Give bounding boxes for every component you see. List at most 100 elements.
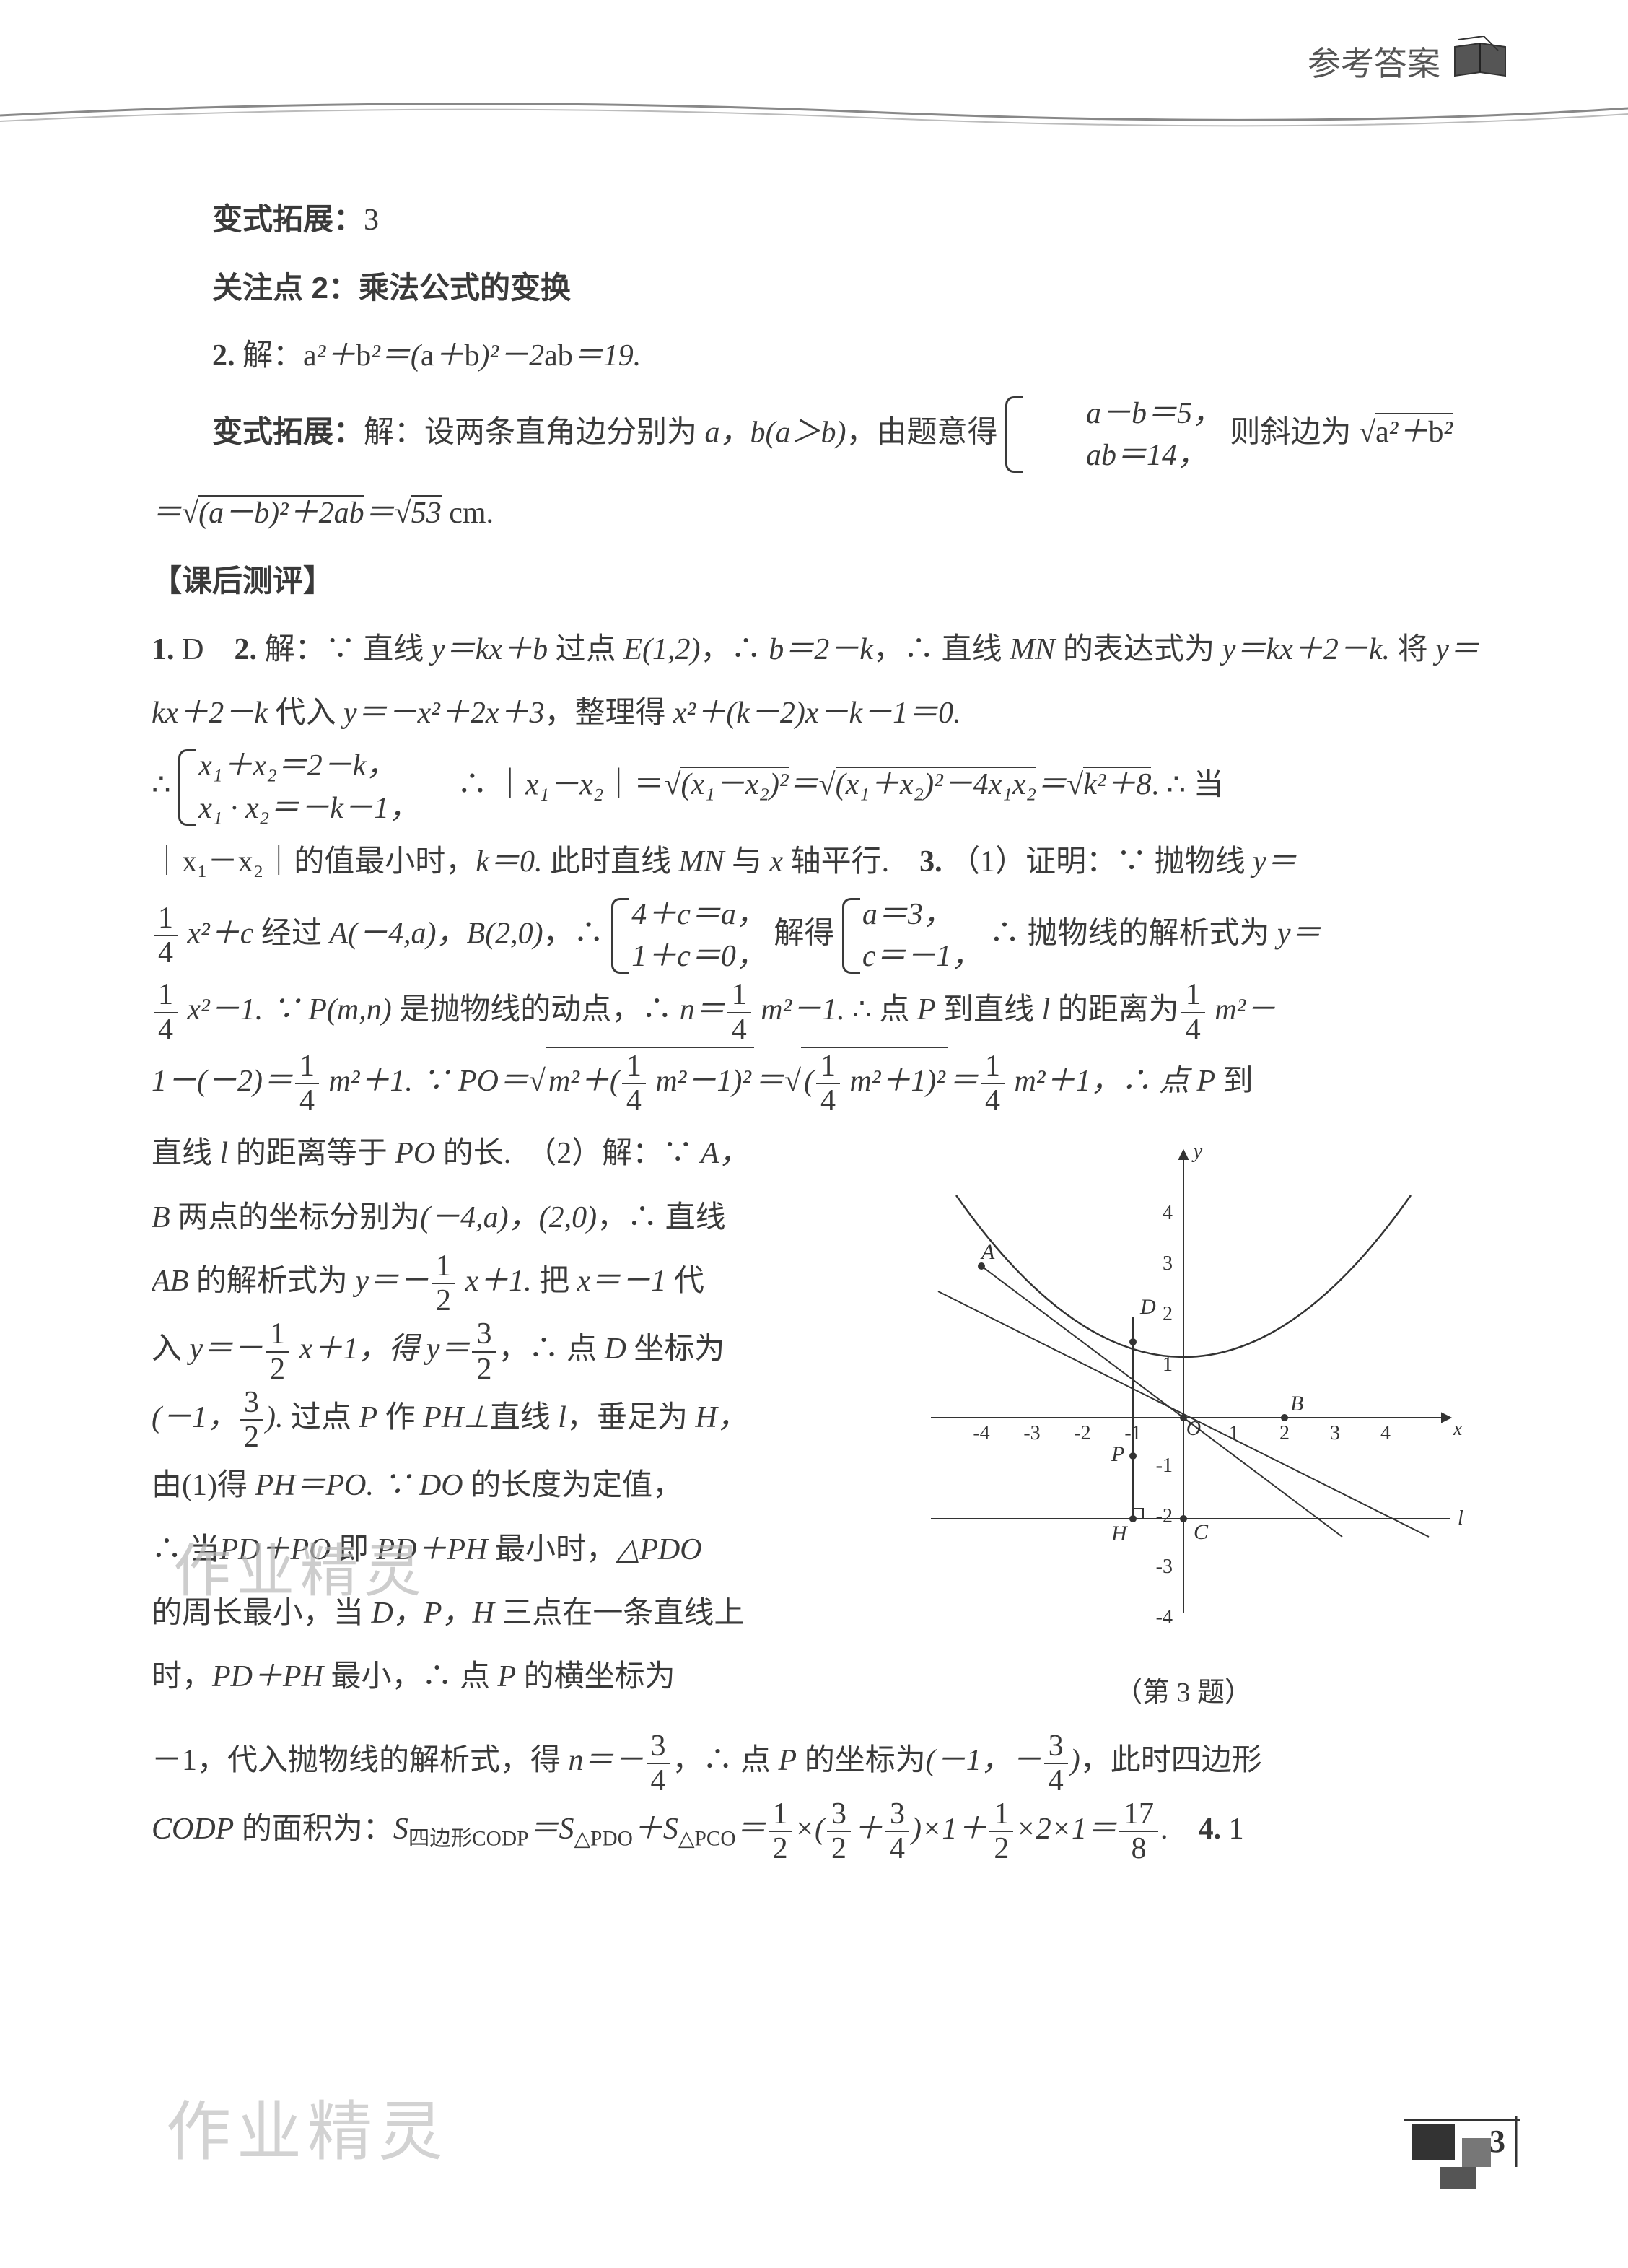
m: x²－1. ∵ (180, 993, 308, 1026)
m: S (393, 1813, 408, 1846)
label-variant2: 变式拓展： (212, 414, 364, 448)
val-3: 3 (364, 204, 379, 237)
m: P (779, 1744, 797, 1777)
t: ，∴ 点 (498, 1333, 604, 1366)
m: x＋1. (458, 1265, 532, 1298)
r1: x₁＋x₂＝2－k， (198, 745, 419, 788)
page-header: 参考答案 (1308, 36, 1513, 87)
m: x²＋(k－2)x－k－1＝0. (673, 697, 961, 730)
m: PO＝ (458, 1065, 529, 1098)
m: y＝－x²＋2x＋3 (343, 697, 545, 730)
t: ，∴ 点 (673, 1744, 779, 1777)
frac-178: 178 (1119, 1797, 1158, 1865)
sqrt-expr: √a²＋b² (1359, 413, 1453, 449)
t: 则斜边为 (1230, 416, 1352, 449)
frac-32: 32 (827, 1797, 851, 1865)
svg-text:-3: -3 (1156, 1556, 1173, 1578)
system-4: a＝3， c＝－1， (842, 894, 982, 979)
m: k＝0. (476, 845, 542, 878)
t: 解：∵ 直线 (265, 633, 432, 666)
sqrt: √(x₁－x₂)² (664, 767, 788, 801)
num2: 2. (235, 633, 258, 666)
svg-text:y: y (1191, 1140, 1203, 1163)
t: ∴ (152, 768, 178, 801)
frac-12: 12 (989, 1797, 1013, 1865)
label-variant: 变式拓展： (212, 202, 364, 236)
t: 的横坐标为 (516, 1660, 675, 1693)
sqrt-big2: √(14 m²＋1)² (784, 1065, 948, 1098)
m: P (1196, 1065, 1215, 1098)
m: )×1＋ (911, 1813, 987, 1846)
m: ×2×1＝ (1015, 1813, 1117, 1846)
m: x (769, 845, 783, 878)
sqrt: √(x₁＋x₂)²－4x₁x₂ (819, 767, 1037, 801)
t: 经过 (253, 917, 329, 950)
system-3: 4＋c＝a， 1＋c＝0， (611, 894, 766, 979)
t: 代 (666, 1265, 704, 1298)
svg-text:2: 2 (1279, 1422, 1290, 1444)
frac-14: 14 (727, 978, 751, 1046)
t: ，∴ (543, 917, 612, 950)
num1: 1. (152, 633, 175, 666)
t: 入 (152, 1333, 190, 1366)
wrapped-section: -4-3-2-1 1234 1234 -1-2-3-4 O x y l A B … (152, 1122, 1479, 1729)
t: ∴ ｜x₁－x₂｜＝ (426, 768, 664, 801)
sol-label: 解： (242, 339, 303, 372)
num-2: 2. (212, 339, 235, 372)
t: 代入 (268, 697, 343, 730)
t: 的坐标为 (797, 1744, 926, 1777)
m: P (359, 1401, 378, 1434)
eq: ＝ (152, 497, 182, 530)
m: △PDO (616, 1533, 702, 1566)
t: 由(1)得 (152, 1469, 255, 1502)
m: D，P，H (372, 1597, 494, 1630)
m: PD＋PH (377, 1533, 488, 1566)
m: AB (152, 1265, 188, 1298)
r2: x₁ · x₂＝－k－1， (198, 788, 419, 830)
t: 的距离等于 (228, 1137, 395, 1170)
t: 将 (1390, 633, 1435, 666)
m: ＝S (528, 1813, 574, 1846)
t: 解：设两条直角边分别为 (364, 416, 705, 449)
unit-cm: cm. (442, 497, 494, 530)
num4: 4. (1199, 1813, 1222, 1846)
svg-text:3: 3 (1163, 1252, 1173, 1275)
r1: 4＋c＝a， (631, 894, 766, 936)
m: ＝ (736, 1813, 766, 1846)
svg-text:-4: -4 (973, 1422, 989, 1444)
svg-text:-3: -3 (1023, 1422, 1040, 1444)
m: A， (701, 1137, 750, 1170)
sub: 四边形CODP (408, 1827, 529, 1850)
watermark-2: 作业精灵 (166, 2079, 449, 2173)
line-sqrt-cont: ＝√(a－b)²＋2ab＝√53 cm. (152, 481, 1479, 545)
m: n＝ (680, 993, 725, 1026)
t: ，垂足为 (566, 1401, 696, 1434)
svg-text:-1: -1 (1156, 1454, 1173, 1477)
m: P (917, 993, 936, 1026)
svg-text:-2: -2 (1074, 1422, 1090, 1444)
frac-34: 34 (885, 1797, 909, 1865)
t: 的解析式为 (188, 1265, 355, 1298)
t: 此时直线 (542, 845, 678, 878)
coord-D: (－1，32). (152, 1401, 284, 1434)
sub: △PCO (678, 1827, 736, 1850)
header-label: 参考答案 (1308, 38, 1440, 85)
t: 时， (152, 1660, 212, 1693)
variant-ext-sol: 变式拓展：解：设两条直角边分别为 a，b(a＞b)，由题意得 a－b＝5， ab… (152, 393, 1479, 478)
frac-14: 14 (1181, 978, 1205, 1046)
t: 解得 (774, 917, 834, 950)
m: n＝－ (569, 1744, 644, 1777)
m: P(m,n) (308, 993, 391, 1026)
t: 的周长最小，当 (152, 1597, 372, 1630)
svg-text:4: 4 (1380, 1422, 1391, 1444)
book-icon (1448, 36, 1513, 87)
m: D (605, 1333, 626, 1366)
frac-14: 14 (981, 1050, 1005, 1117)
m: l (558, 1401, 566, 1434)
t: ｜x₁－x₂｜的值最小时， (152, 845, 476, 878)
svg-text:x: x (1453, 1418, 1463, 1440)
t: 直线 (152, 1137, 220, 1170)
m: b＝2－k (769, 633, 873, 666)
m: y＝kx＋ (1222, 633, 1323, 666)
m: PH⊥ (423, 1401, 490, 1434)
